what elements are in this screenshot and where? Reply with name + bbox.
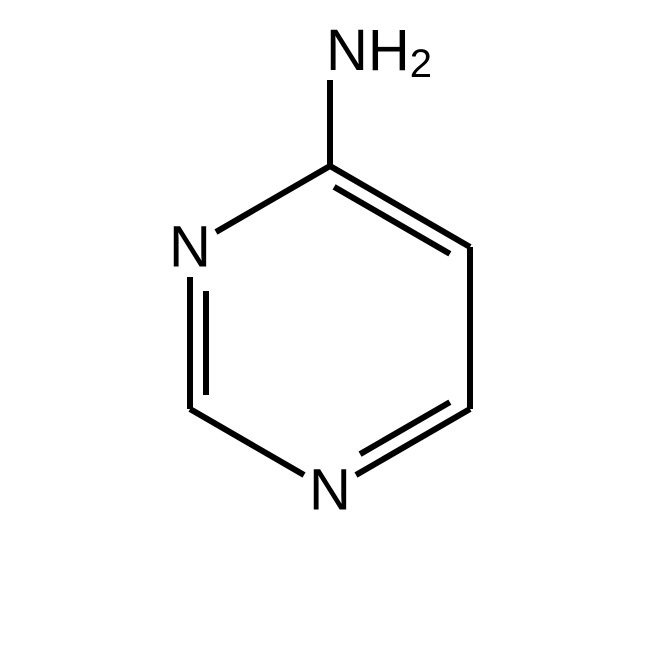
bond: [356, 409, 470, 475]
atom-label-n: N: [169, 215, 211, 280]
bond: [330, 166, 470, 247]
atom-label-n: N: [309, 458, 351, 523]
atom-label-nh2: NH2: [326, 18, 432, 87]
chemical-structure: N N NH2: [0, 0, 650, 650]
bond: [216, 166, 330, 232]
bond-double-inner: [334, 187, 450, 254]
bond: [190, 409, 304, 475]
